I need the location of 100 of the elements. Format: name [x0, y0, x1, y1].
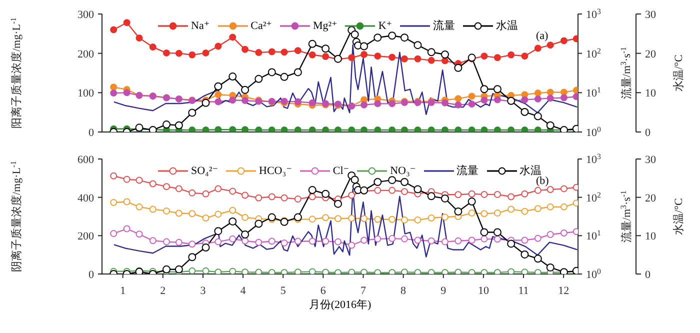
- point: [214, 185, 222, 192]
- annotation: (a): [536, 30, 548, 42]
- point: [374, 34, 382, 42]
- y2-tick-label: 10$^{1}$: [586, 85, 601, 100]
- point: [508, 206, 515, 213]
- point: [228, 217, 237, 226]
- point: [110, 172, 118, 180]
- y2-tick-label: 10$^{3}$: [586, 6, 601, 21]
- point: [268, 238, 276, 245]
- point: [136, 34, 143, 42]
- point: [388, 54, 396, 61]
- point: [468, 126, 476, 132]
- point: [268, 213, 276, 222]
- point: [400, 34, 409, 42]
- point: [521, 190, 528, 198]
- x-tick-label: 1: [120, 285, 126, 297]
- point: [560, 88, 568, 96]
- point: [480, 85, 488, 94]
- point: [136, 230, 143, 238]
- point: [322, 238, 330, 245]
- point: [521, 208, 528, 215]
- point: [388, 126, 396, 132]
- point: [468, 198, 476, 206]
- point: [294, 268, 302, 274]
- point: [123, 198, 130, 206]
- point: [268, 126, 276, 132]
- point: [546, 231, 554, 238]
- point: [374, 178, 382, 186]
- y2-tick-label: 10$^{1}$: [586, 228, 601, 243]
- x-tick-label: 9: [440, 285, 447, 297]
- point: [123, 89, 130, 96]
- point: [374, 216, 382, 223]
- y2-tick-label: 10$^{3}$: [586, 152, 601, 166]
- point: [322, 214, 330, 222]
- point: [228, 72, 237, 81]
- point: [374, 100, 382, 108]
- point: [214, 227, 222, 236]
- legend-label: Na⁺: [191, 19, 210, 32]
- point: [546, 42, 554, 49]
- x-tick-label: 12: [558, 285, 570, 297]
- y-tick-label: 200: [78, 230, 94, 243]
- y-tick-label: 0: [88, 127, 94, 139]
- legend-label: Ca²⁺: [250, 19, 272, 32]
- point: [508, 126, 515, 132]
- point: [214, 91, 222, 98]
- point: [480, 235, 488, 242]
- point: [480, 190, 488, 198]
- legend-label: Mg²⁺: [312, 19, 338, 32]
- point: [427, 48, 436, 56]
- legend-label: Cl⁻: [332, 164, 350, 177]
- point: [280, 48, 288, 56]
- point: [348, 214, 356, 222]
- point: [110, 199, 118, 206]
- point: [149, 44, 156, 51]
- point: [401, 188, 408, 196]
- legend-label: 流量: [433, 18, 456, 33]
- y3-axis-title: 水温/°C: [672, 198, 685, 235]
- y3-tick-label: 30: [645, 9, 656, 21]
- point: [441, 99, 448, 106]
- point: [441, 126, 448, 132]
- point: [560, 229, 568, 236]
- point: [334, 238, 342, 246]
- point: [294, 126, 302, 132]
- y3-tick-label: 10: [645, 88, 656, 100]
- point: [214, 210, 222, 218]
- point: [560, 37, 568, 44]
- point: [428, 56, 435, 64]
- point: [493, 85, 502, 94]
- point: [229, 268, 236, 274]
- point: [534, 126, 542, 132]
- point: [521, 236, 528, 244]
- point: [188, 240, 196, 248]
- point: [149, 180, 156, 188]
- point: [242, 126, 249, 132]
- point: [255, 268, 262, 274]
- point: [494, 190, 501, 198]
- point: [441, 214, 448, 221]
- point: [493, 228, 502, 236]
- point: [123, 19, 130, 26]
- point: [110, 84, 118, 91]
- point: [242, 97, 249, 104]
- point: [494, 236, 501, 243]
- y-tick-label: 200: [78, 48, 94, 60]
- point: [110, 90, 118, 97]
- point: [468, 210, 476, 217]
- y3-tick-label: 30: [645, 154, 656, 166]
- point: [534, 254, 542, 263]
- point: [360, 215, 368, 222]
- point: [294, 196, 302, 203]
- point: [508, 51, 515, 58]
- point: [308, 238, 316, 245]
- point: [188, 189, 196, 196]
- point: [280, 268, 288, 274]
- point: [123, 176, 130, 183]
- point: [334, 126, 342, 132]
- point: [508, 268, 515, 274]
- point: [468, 190, 476, 198]
- point: [401, 126, 408, 132]
- point: [546, 203, 554, 210]
- point: [400, 178, 409, 186]
